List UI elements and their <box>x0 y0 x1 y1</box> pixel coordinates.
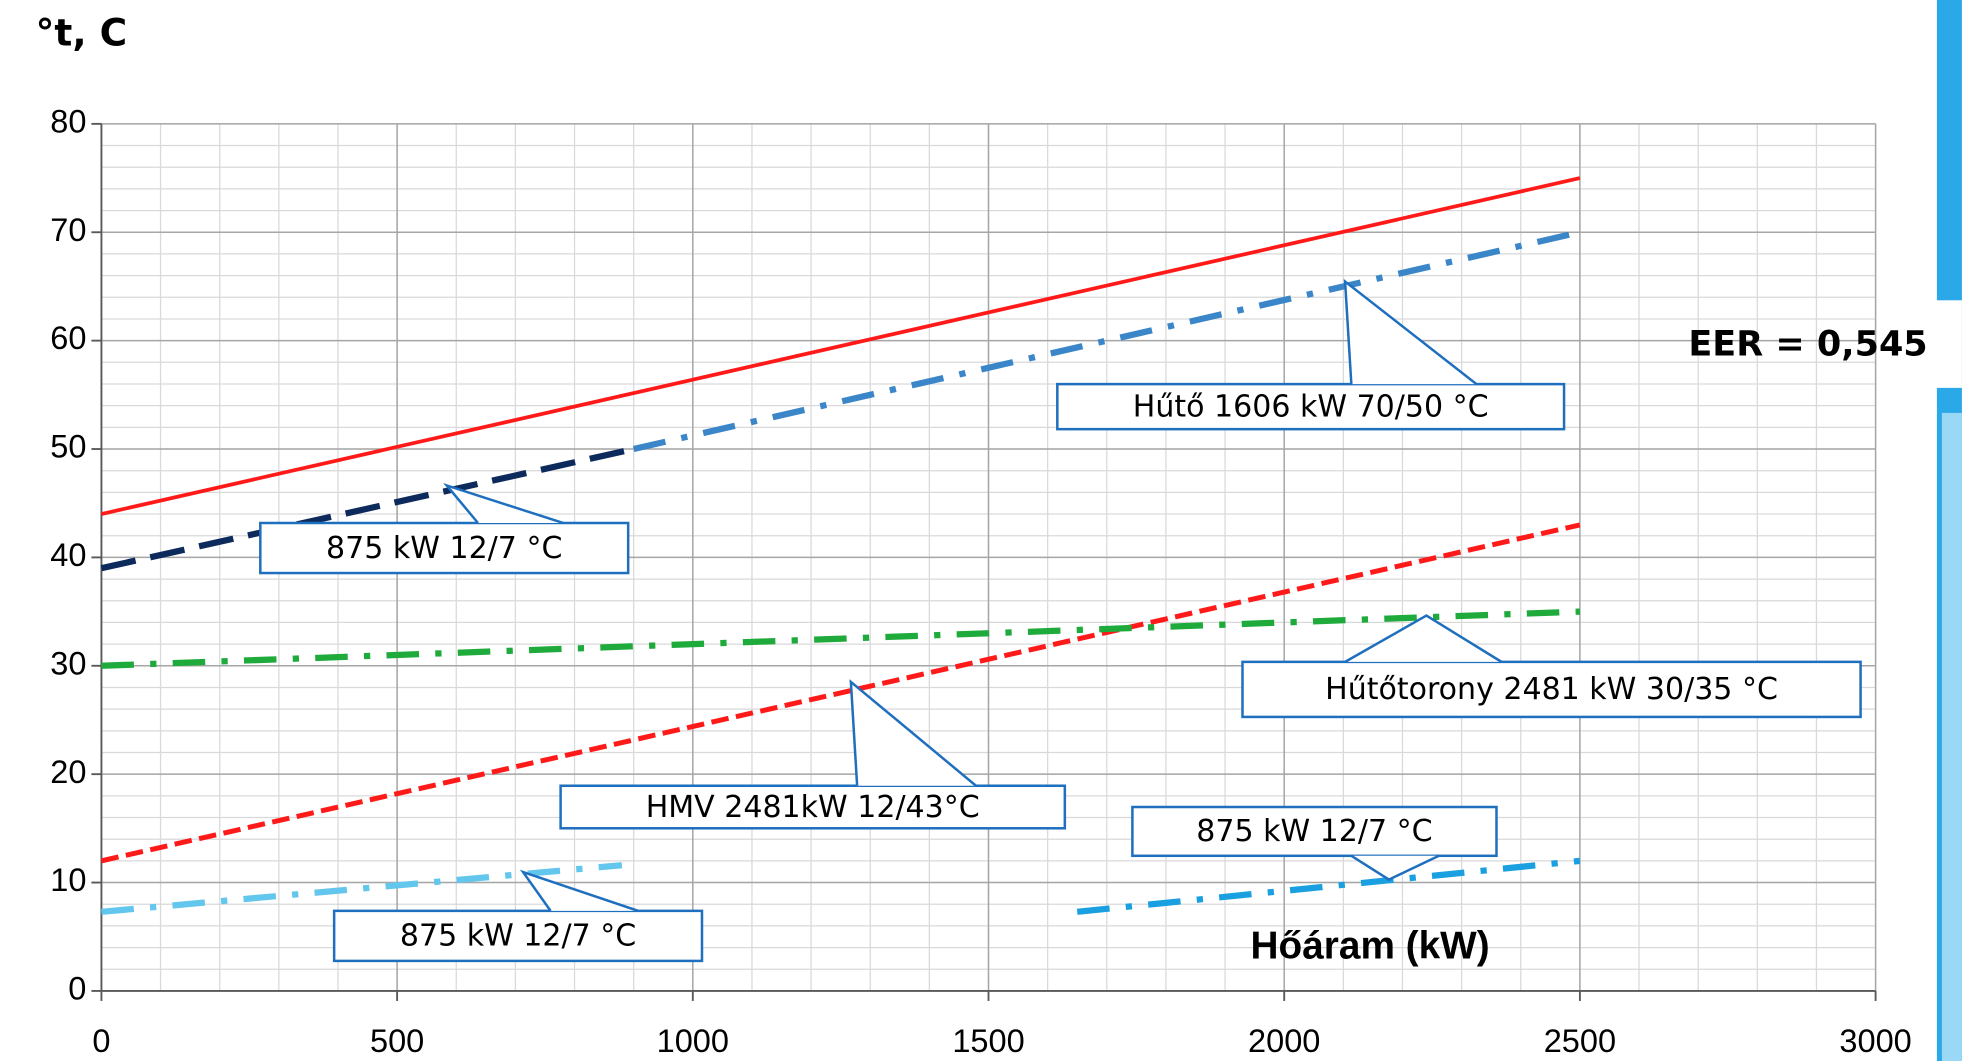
callout-box <box>559 784 1067 830</box>
series-line <box>100 445 635 572</box>
callout-pointer <box>443 482 564 525</box>
callout-pointer <box>1344 614 1503 663</box>
x-tick-label: 500 <box>370 1023 424 1059</box>
callout-pointer <box>1350 854 1440 882</box>
callout-pointer <box>849 679 977 787</box>
series-line <box>101 176 1581 516</box>
callout-box <box>259 521 630 575</box>
callout-text: HMV 2481kW 12/43°C <box>646 790 980 825</box>
eer-box <box>1664 300 1962 388</box>
x-tick-label: 1000 <box>657 1023 729 1059</box>
y-axis-label: °t, C <box>36 11 128 55</box>
callout-pointer <box>1343 278 1478 386</box>
callout-pointer <box>519 869 639 913</box>
side-band-light <box>1941 412 1962 1061</box>
y-tick-label: 20 <box>50 754 86 790</box>
lines <box>100 176 1581 915</box>
y-tick-label: 60 <box>50 320 86 356</box>
x-tick-label: 0 <box>92 1023 110 1059</box>
callout-text: Hűtőtorony 2481 kW 30/35 °C <box>1325 672 1778 707</box>
y-tick-label: 10 <box>50 862 86 898</box>
callout-pointer-fill <box>1351 855 1439 880</box>
callouts: Hűtő 1606 kW 70/50 °C 875 kW 12/7 °C Hűtőt… <box>259 278 1862 963</box>
callout-text: 875 kW 12/7 °C <box>1196 814 1432 849</box>
callout-box <box>332 909 704 963</box>
x-tick-label: 1500 <box>952 1023 1024 1059</box>
y-tick-label: 50 <box>50 429 86 465</box>
callout-text: Hűtő 1606 kW 70/50 °C <box>1133 389 1489 424</box>
callout-text: 875 kW 12/7 °C <box>400 919 636 954</box>
y-tick-label: 0 <box>68 971 86 1007</box>
grid: 0 500 1000 1500 2000 2500 3000 0 10 20 30 40 50 60 70 8… <box>50 103 1912 1059</box>
y-tick-label: 70 <box>50 212 86 248</box>
y-tick-label: 40 <box>50 537 86 573</box>
y-tick-label: 80 <box>50 103 86 139</box>
series-line <box>1076 857 1581 915</box>
series-line <box>632 229 1581 453</box>
x-axis-label: Hőáram (kW) <box>1251 925 1490 968</box>
y-tick-label: 30 <box>50 645 86 681</box>
x-tick-label: 2500 <box>1544 1023 1616 1059</box>
callout-box <box>1056 382 1566 431</box>
callout-text: 875 kW 12/7 °C <box>326 531 562 566</box>
series-line <box>101 608 1581 669</box>
callout-box <box>1241 660 1862 719</box>
callout-pointer-fill <box>1345 615 1502 662</box>
series-line <box>101 862 623 915</box>
callout-box <box>1131 805 1498 858</box>
series-line <box>100 522 1581 864</box>
x-tick-label: 2000 <box>1248 1023 1320 1059</box>
eer-label: EER = 0,545 <box>1688 323 1927 364</box>
x-tick-label: 3000 <box>1839 1023 1911 1059</box>
